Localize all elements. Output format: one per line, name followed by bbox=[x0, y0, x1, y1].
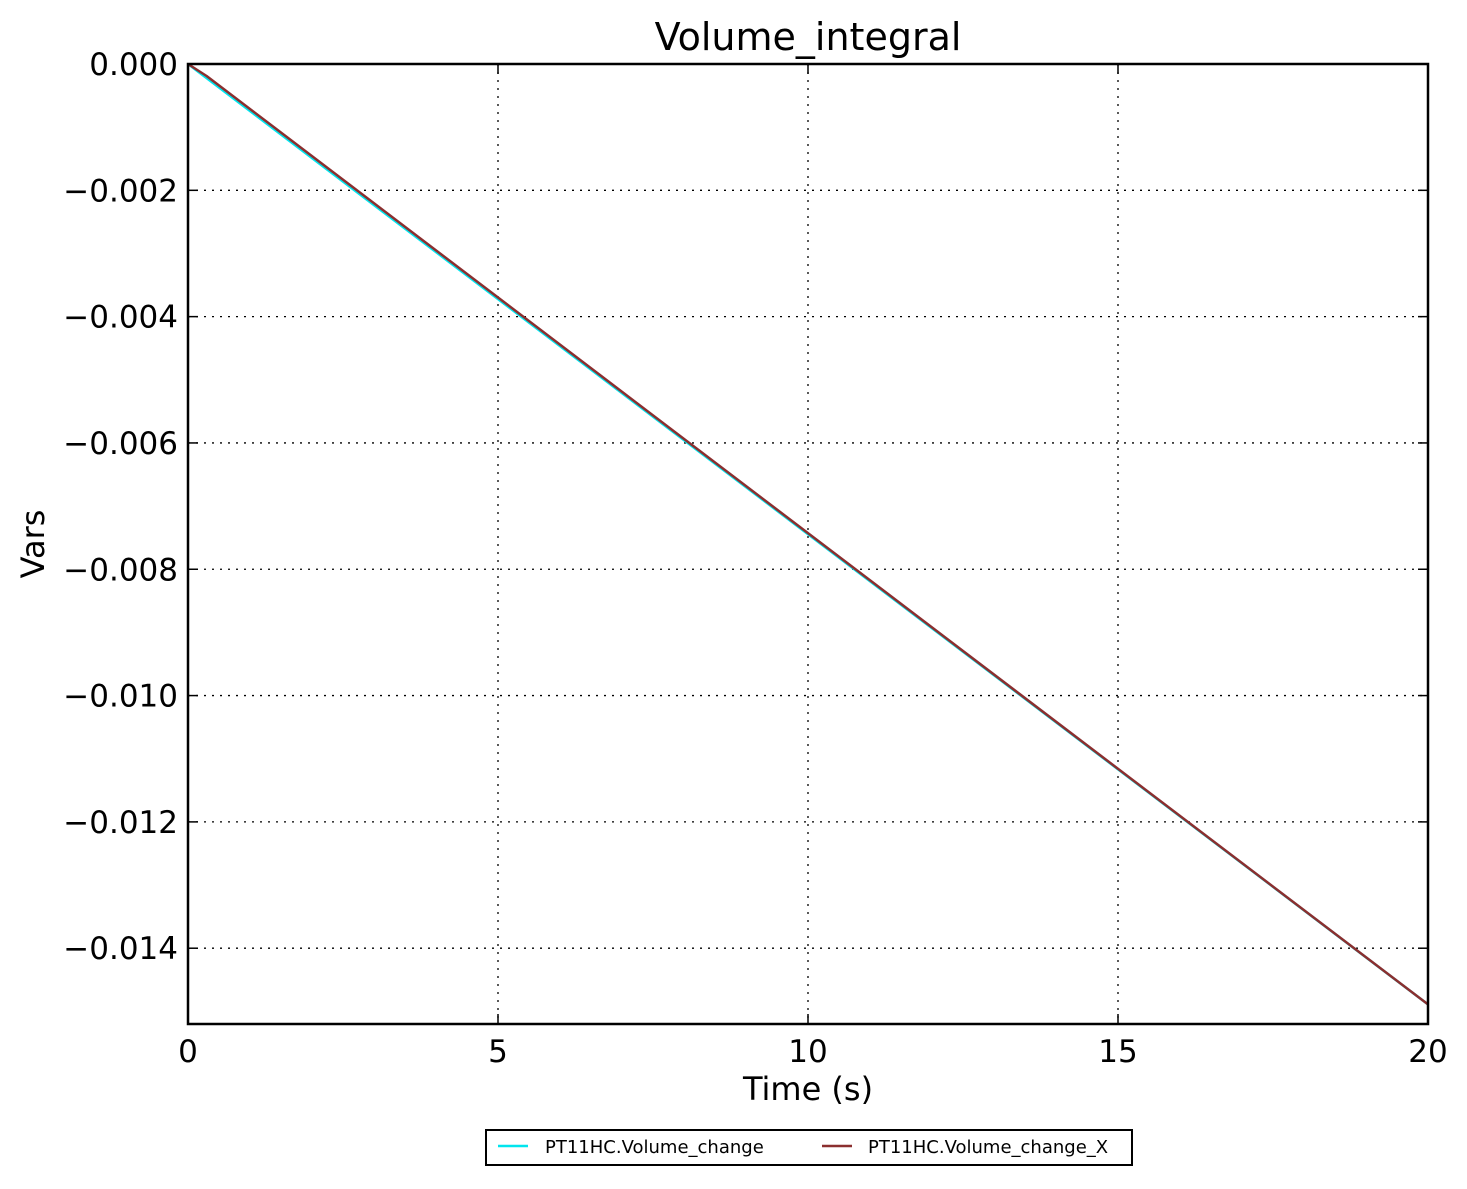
legend-label-volume-change-x: PT11HC.Volume_change_X bbox=[868, 1137, 1108, 1158]
y-tick-label: −0.010 bbox=[63, 679, 178, 715]
x-tick-label: 15 bbox=[1098, 1034, 1137, 1070]
x-tick-label: 20 bbox=[1408, 1034, 1447, 1070]
y-tick-label: −0.002 bbox=[63, 173, 178, 209]
series-line-1 bbox=[187, 62, 1429, 1006]
y-tick-label: 0.000 bbox=[89, 47, 178, 83]
plot-series bbox=[187, 62, 1429, 1006]
axis-ticks bbox=[187, 63, 1429, 1024]
axis-tick-labels: 0 5 10 15 20 0.000 −0.002 −0.004 −0.006 −0.008 −0.… bbox=[63, 47, 1447, 1070]
y-tick-label: −0.006 bbox=[63, 426, 178, 462]
legend: PT11HC.Volume_change PT11HC.Volume_chang… bbox=[485, 1129, 1133, 1166]
x-tick-label: 10 bbox=[788, 1034, 827, 1070]
y-tick-label: −0.012 bbox=[63, 805, 178, 841]
y-tick-label: −0.004 bbox=[63, 300, 178, 336]
grid-lines bbox=[188, 64, 1428, 1024]
x-tick-label: 0 bbox=[178, 1034, 198, 1070]
legend-frame bbox=[485, 1129, 1133, 1166]
x-axis-label: Time (s) bbox=[742, 1070, 873, 1108]
y-tick-label: −0.008 bbox=[63, 552, 178, 588]
chart-title: Volume_integral bbox=[655, 15, 962, 59]
x-tick-label: 5 bbox=[488, 1034, 508, 1070]
legend-label-volume-change: PT11HC.Volume_change bbox=[545, 1137, 764, 1158]
y-tick-label: −0.014 bbox=[63, 931, 178, 967]
y-axis-label: Vars bbox=[14, 510, 52, 579]
